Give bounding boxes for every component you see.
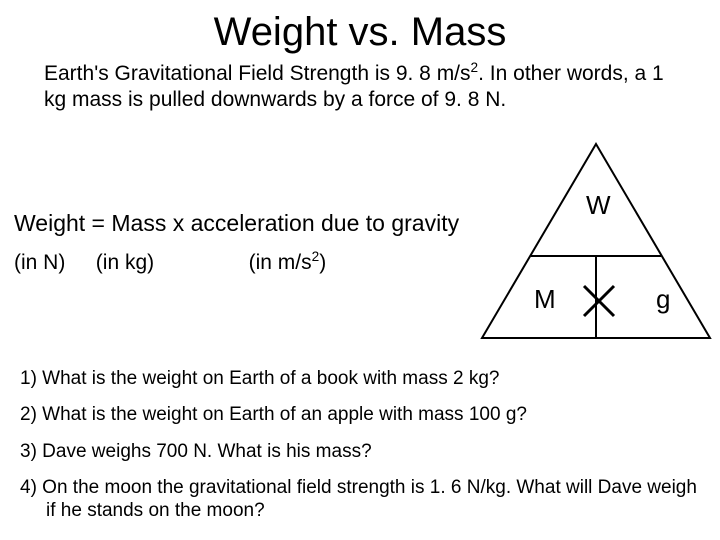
page-title: Weight vs. Mass <box>0 0 720 61</box>
questions-list: 1) What is the weight on Earth of a book… <box>12 368 708 536</box>
question-4: 4) On the moon the gravitational field s… <box>12 477 708 522</box>
triangle-label-g: g <box>656 284 670 315</box>
question-3: 3) Dave weighs 700 N. What is his mass? <box>12 441 708 463</box>
formula-triangle: W M g <box>480 142 712 342</box>
intro-text: Earth's Gravitational Field Strength is … <box>0 61 720 114</box>
formula-text: Weight = Mass x acceleration due to grav… <box>14 210 459 237</box>
unit-mass: (in kg) <box>96 251 154 275</box>
unit-weight: (in N) <box>14 251 65 275</box>
unit-accel: (in m/s2) <box>249 251 327 275</box>
units-row: (in N) (in kg) (in m/s2) <box>14 251 459 275</box>
triangle-label-w: W <box>586 190 611 221</box>
triangle-label-m: M <box>534 284 556 315</box>
question-2: 2) What is the weight on Earth of an app… <box>12 404 708 426</box>
formula-block: Weight = Mass x acceleration due to grav… <box>14 210 459 275</box>
question-1: 1) What is the weight on Earth of a book… <box>12 368 708 390</box>
triangle-svg <box>480 142 712 340</box>
